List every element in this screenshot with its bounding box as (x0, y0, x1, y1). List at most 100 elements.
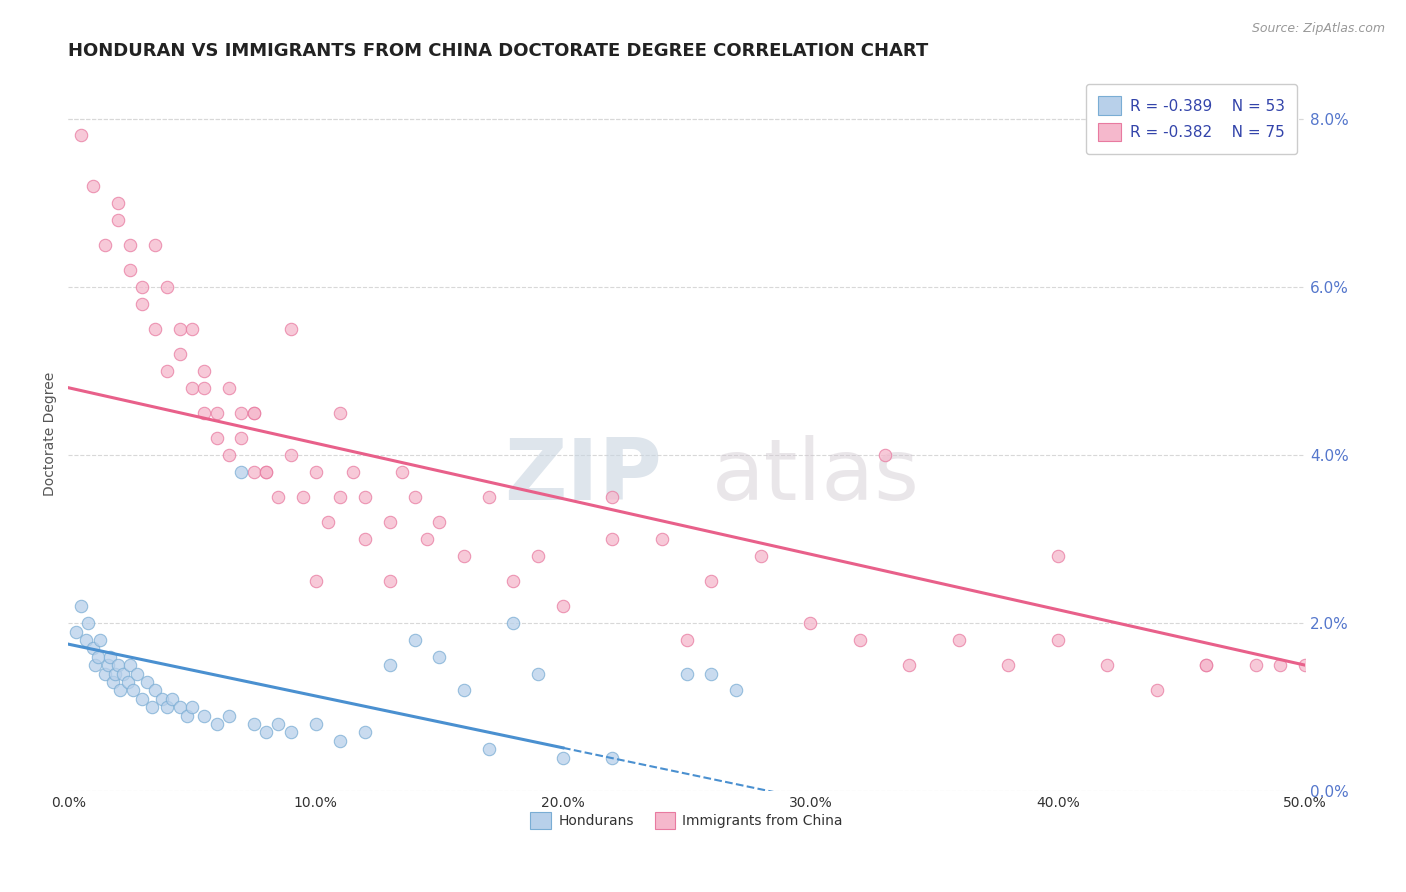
Point (453, 683, 475, 698)
Point (1046, 632, 1069, 647)
Point (75, 632, 97, 647)
Point (1046, 549, 1069, 563)
Point (242, 717, 264, 731)
Point (280, 322, 302, 336)
Point (94, 237, 117, 252)
Point (131, 280, 153, 294)
Point (304, 574, 326, 588)
Point (205, 717, 228, 731)
Point (193, 708, 215, 723)
Point (254, 465, 277, 479)
Point (378, 574, 401, 588)
Point (136, 675, 159, 690)
Point (502, 616, 524, 631)
Point (280, 725, 302, 739)
Point (69, 128, 91, 143)
Point (700, 666, 723, 681)
Point (404, 490, 426, 504)
Point (329, 734, 352, 748)
Point (280, 448, 302, 462)
Point (354, 490, 377, 504)
Point (82, 641, 104, 656)
Text: HONDURAN VS IMMIGRANTS FROM CHINA DOCTORATE DEGREE CORRELATION CHART: HONDURAN VS IMMIGRANTS FROM CHINA DOCTOR… (69, 42, 928, 60)
Point (193, 406, 215, 420)
Point (101, 675, 124, 690)
Point (141, 700, 163, 714)
Point (107, 195, 129, 210)
Y-axis label: Doctorate Degree: Doctorate Degree (44, 372, 58, 496)
Text: atlas: atlas (711, 435, 920, 518)
Point (77, 616, 100, 631)
Point (120, 658, 142, 673)
Point (292, 490, 315, 504)
Point (169, 322, 191, 336)
Point (131, 296, 153, 310)
Point (65, 624, 87, 639)
Point (193, 381, 215, 395)
Point (427, 649, 450, 664)
Point (1294, 658, 1316, 673)
Point (254, 725, 277, 739)
Point (602, 532, 624, 546)
Point (304, 465, 326, 479)
Point (120, 263, 142, 277)
Point (898, 658, 921, 673)
Point (1244, 658, 1267, 673)
Point (176, 708, 198, 723)
Point (416, 532, 439, 546)
Point (254, 465, 277, 479)
Point (104, 666, 127, 681)
Point (478, 742, 501, 756)
Point (675, 666, 697, 681)
Point (1095, 658, 1118, 673)
Point (378, 515, 401, 529)
Point (169, 347, 191, 361)
Text: ZIP: ZIP (505, 435, 662, 518)
Point (329, 406, 352, 420)
Point (329, 490, 352, 504)
Point (1195, 658, 1218, 673)
Point (427, 515, 450, 529)
Point (527, 666, 550, 681)
Point (98, 649, 121, 664)
Point (97, 658, 120, 673)
Point (602, 490, 624, 504)
Point (304, 717, 326, 731)
Point (502, 574, 524, 588)
Point (725, 683, 748, 698)
Point (193, 364, 215, 378)
Point (156, 280, 179, 294)
Point (873, 448, 896, 462)
Point (84, 658, 107, 673)
Point (749, 549, 772, 563)
Point (231, 406, 253, 420)
Point (242, 406, 264, 420)
Point (108, 683, 131, 698)
Point (231, 431, 253, 445)
Point (354, 532, 377, 546)
Point (156, 364, 179, 378)
Point (453, 549, 475, 563)
Point (87, 649, 110, 664)
Point (404, 632, 426, 647)
Point (231, 465, 253, 479)
Point (354, 725, 377, 739)
Point (316, 515, 339, 529)
Point (527, 549, 550, 563)
Point (948, 632, 970, 647)
Point (997, 658, 1019, 673)
Legend: Hondurans, Immigrants from China: Hondurans, Immigrants from China (524, 806, 848, 834)
Point (180, 381, 202, 395)
Point (218, 448, 240, 462)
Point (205, 406, 228, 420)
Point (1270, 658, 1292, 673)
Point (602, 750, 624, 764)
Point (143, 683, 166, 698)
Point (1146, 683, 1168, 698)
Point (267, 490, 290, 504)
Point (143, 322, 166, 336)
Point (700, 574, 723, 588)
Point (342, 465, 364, 479)
Point (69, 599, 91, 614)
Point (205, 431, 228, 445)
